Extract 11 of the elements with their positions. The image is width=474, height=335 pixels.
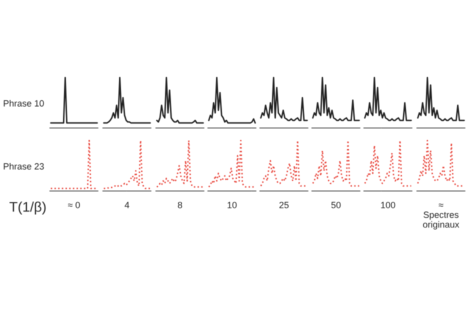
text: T(1/β) — [10, 202, 46, 215]
y-axis-title: Phrase 23 — [4, 162, 44, 170]
x-axis-title: ≈ 0 — [68, 202, 80, 208]
x-axis-title: 100 — [381, 202, 396, 208]
y-axis-title: Phrase 10 — [4, 100, 44, 107]
x-axis-title: 25 — [279, 202, 289, 208]
x-axis-title: 10 — [228, 202, 237, 208]
x-axis-title: 4 — [124, 202, 130, 208]
x-axis-title: ≈ Spectres originaux — [423, 204, 460, 230]
x-axis-title: 8 — [178, 202, 182, 208]
x-axis-title: 50 — [331, 202, 341, 208]
